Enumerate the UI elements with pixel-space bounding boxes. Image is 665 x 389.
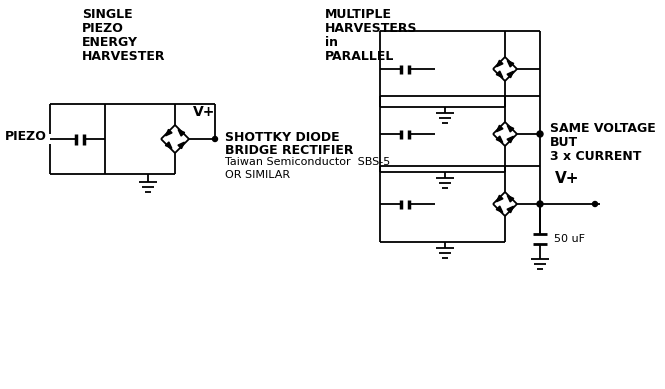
Text: Taiwan Semiconductor  SBS-5: Taiwan Semiconductor SBS-5 [225, 157, 390, 167]
Polygon shape [166, 130, 172, 136]
Text: in: in [325, 36, 338, 49]
Text: 50 uF: 50 uF [554, 234, 585, 244]
Polygon shape [507, 195, 514, 202]
Text: SHOTTKY DIODE: SHOTTKY DIODE [225, 131, 340, 144]
Text: SINGLE: SINGLE [82, 8, 132, 21]
Polygon shape [507, 206, 513, 213]
Text: V+: V+ [193, 105, 215, 119]
Circle shape [593, 202, 597, 207]
Polygon shape [496, 136, 503, 143]
Text: SAME VOLTAGE: SAME VOLTAGE [550, 122, 656, 135]
Text: PIEZO: PIEZO [82, 22, 124, 35]
Polygon shape [496, 195, 503, 202]
Text: 3 x CURRENT: 3 x CURRENT [550, 150, 641, 163]
Text: BRIDGE RECTIFIER: BRIDGE RECTIFIER [225, 144, 354, 157]
Circle shape [537, 131, 543, 137]
Circle shape [213, 137, 217, 142]
Text: HARVESTERS: HARVESTERS [325, 22, 418, 35]
Polygon shape [507, 125, 514, 132]
Polygon shape [178, 130, 185, 136]
Circle shape [537, 201, 543, 207]
Polygon shape [166, 142, 172, 149]
Polygon shape [496, 60, 503, 67]
Polygon shape [496, 71, 503, 77]
Polygon shape [178, 142, 184, 149]
Polygon shape [496, 125, 503, 132]
Text: MULTIPLE: MULTIPLE [325, 8, 392, 21]
Text: BUT: BUT [550, 136, 578, 149]
Polygon shape [507, 136, 513, 143]
Text: OR SIMILAR: OR SIMILAR [225, 170, 290, 180]
Text: ENERGY: ENERGY [82, 36, 138, 49]
Text: V+: V+ [555, 171, 579, 186]
Polygon shape [496, 206, 503, 212]
Polygon shape [507, 71, 513, 78]
Text: PIEZO: PIEZO [5, 130, 47, 142]
Polygon shape [507, 60, 514, 67]
Text: HARVESTER: HARVESTER [82, 50, 166, 63]
Text: PARALLEL: PARALLEL [325, 50, 394, 63]
